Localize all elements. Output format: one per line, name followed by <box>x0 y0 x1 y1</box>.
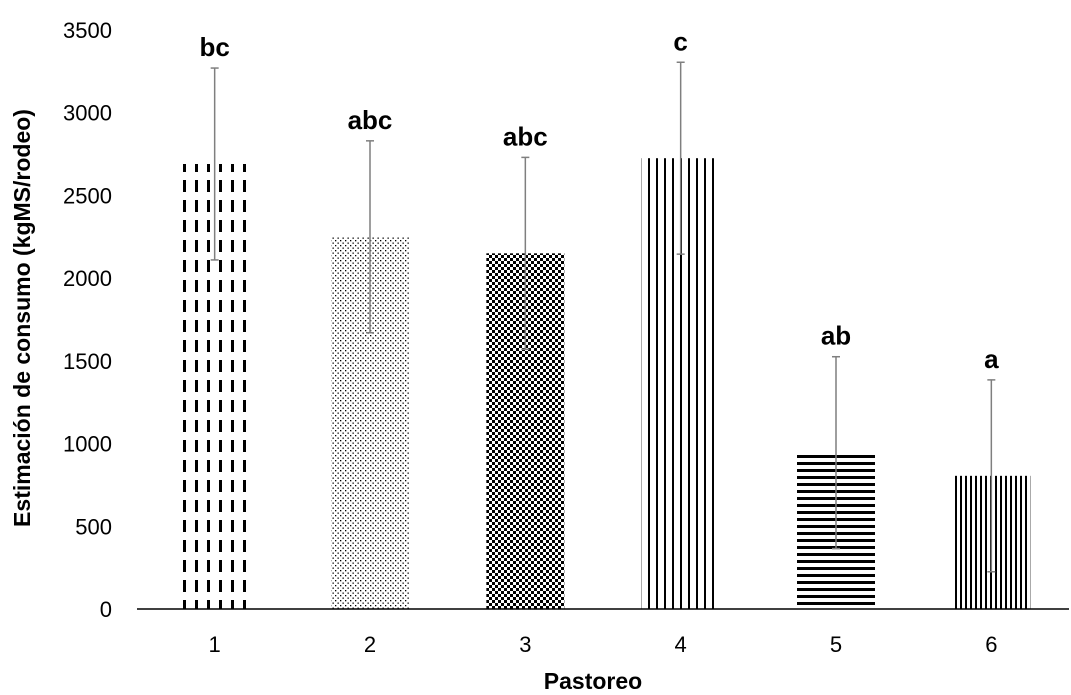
y-tick-label: 3500 <box>63 18 112 43</box>
error-bar-1 <box>210 67 219 261</box>
x-tick-label: 3 <box>519 632 531 657</box>
significance-letter-3: abc <box>503 121 548 151</box>
x-tick-label: 1 <box>209 632 221 657</box>
x-axis-title: Pastoreo <box>544 668 642 694</box>
x-axis-ticks: 1 2 3 4 5 6 <box>209 632 998 657</box>
error-bar-6 <box>987 379 996 573</box>
y-tick-label: 500 <box>75 514 112 539</box>
error-bar-3 <box>521 156 530 351</box>
error-bars <box>210 61 996 573</box>
x-tick-label: 4 <box>675 632 687 657</box>
y-tick-label: 2500 <box>63 183 112 208</box>
y-tick-label: 3000 <box>63 101 112 126</box>
y-tick-label: 0 <box>100 597 112 622</box>
y-tick-label: 1000 <box>63 432 112 457</box>
x-tick-label: 2 <box>364 632 376 657</box>
significance-letters: bc abc abc c ab a <box>199 26 999 374</box>
y-tick-label: 2000 <box>63 266 112 291</box>
bars <box>175 158 1031 610</box>
x-tick-label: 6 <box>985 632 997 657</box>
significance-letter-1: bc <box>199 32 229 62</box>
significance-letter-5: ab <box>821 321 851 351</box>
significance-letter-4: c <box>673 26 687 56</box>
error-bar-5 <box>832 355 840 550</box>
y-axis-title: Estimación de consumo (kgMS/rodeo) <box>9 109 35 527</box>
error-bar-2 <box>366 140 374 334</box>
y-axis-ticks: 0 500 1000 1500 2000 2500 3000 3500 <box>63 18 112 622</box>
significance-letter-2: abc <box>348 105 393 135</box>
error-bar-4 <box>676 61 685 255</box>
x-tick-label: 5 <box>830 632 842 657</box>
y-tick-label: 1500 <box>63 349 112 374</box>
significance-letter-6: a <box>984 344 999 374</box>
